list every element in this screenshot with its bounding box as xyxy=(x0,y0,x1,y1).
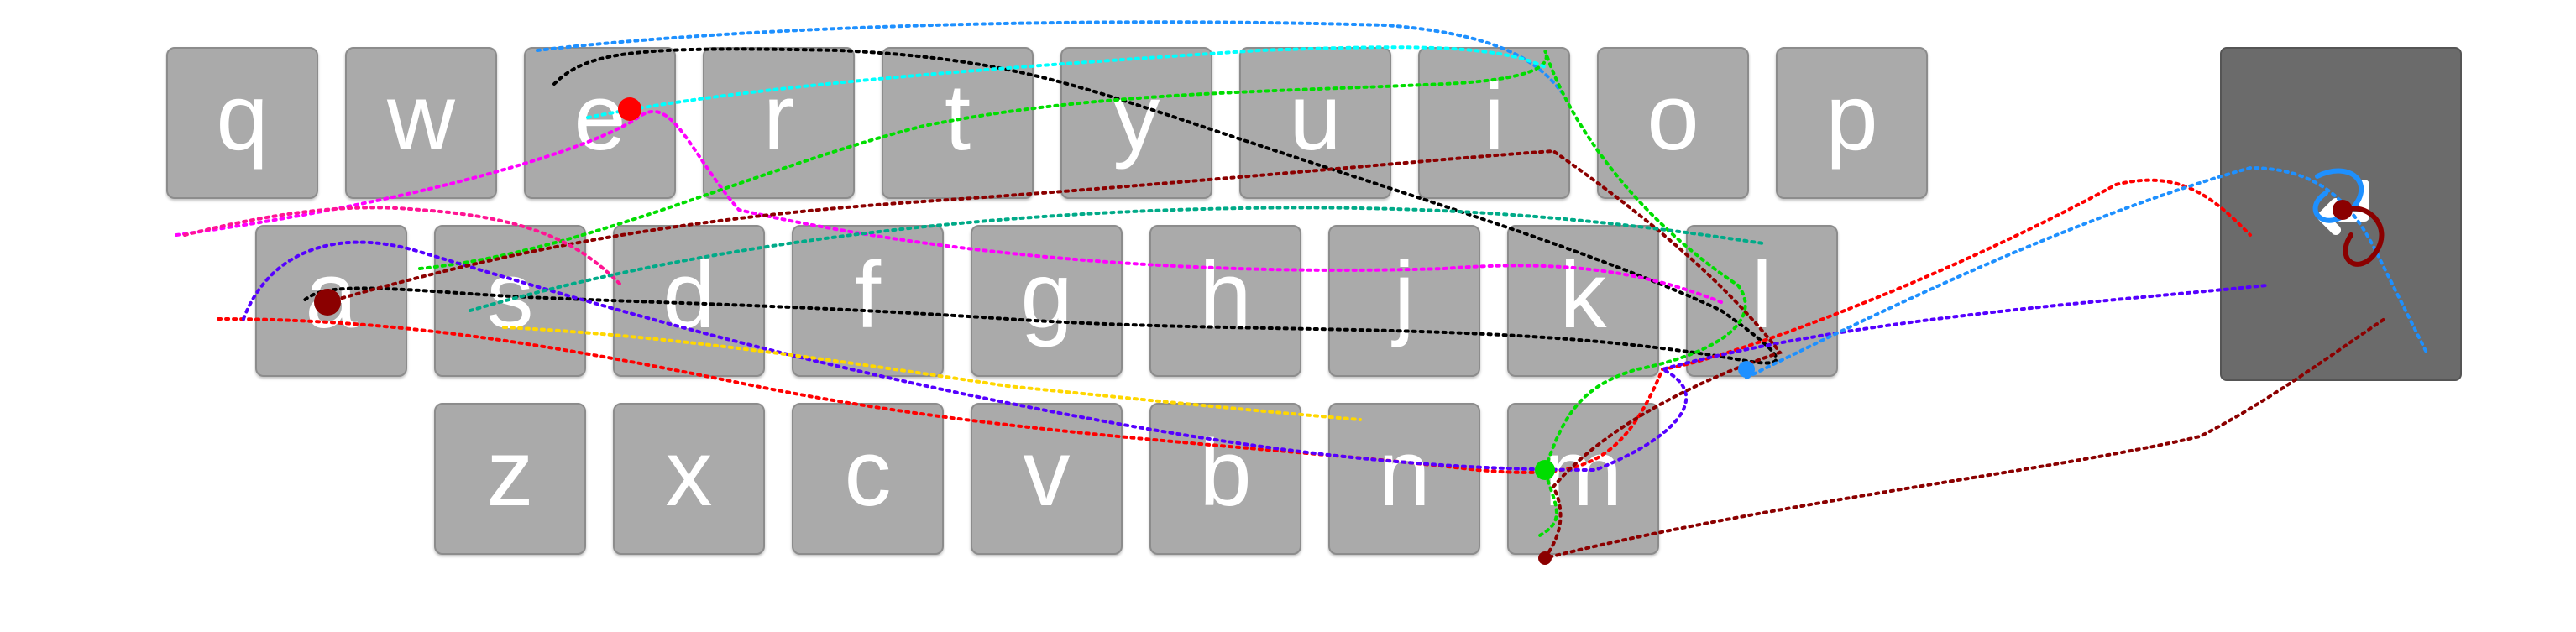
key-label: z xyxy=(486,420,534,525)
key-d[interactable]: d xyxy=(613,225,765,377)
gesture-trace xyxy=(536,20,1563,94)
key-o[interactable]: o xyxy=(1597,47,1749,199)
key-label: r xyxy=(762,64,795,170)
key-label: w xyxy=(387,64,455,170)
key-label: x xyxy=(665,420,713,525)
key-l[interactable]: l xyxy=(1686,225,1838,377)
key-c[interactable]: c xyxy=(792,403,944,555)
enter-scribble xyxy=(2340,206,2385,267)
key-label: o xyxy=(1647,64,1699,170)
key-label: i xyxy=(1484,64,1505,170)
gesture-trace xyxy=(469,206,1765,312)
gesture-trace xyxy=(183,206,623,287)
trace-node xyxy=(1738,361,1755,378)
key-g[interactable]: g xyxy=(971,225,1123,377)
gesture-trace xyxy=(301,47,1778,365)
key-label: v xyxy=(1023,420,1071,525)
key-label: k xyxy=(1559,242,1607,347)
key-v[interactable]: v xyxy=(971,403,1123,555)
key-k[interactable]: k xyxy=(1507,225,1659,377)
key-r[interactable]: r xyxy=(703,47,855,199)
key-label: f xyxy=(854,242,882,347)
gesture-trace xyxy=(586,45,1547,119)
key-p[interactable]: p xyxy=(1776,47,1928,199)
gesture-trace xyxy=(217,178,2252,474)
key-i[interactable]: i xyxy=(1418,47,1570,199)
gesture-trace xyxy=(502,326,1362,421)
key-z[interactable]: z xyxy=(434,403,586,555)
gesture-trace xyxy=(326,149,2386,561)
key-w[interactable]: w xyxy=(345,47,497,199)
gesture-trace xyxy=(1745,165,2428,379)
key-e[interactable]: e xyxy=(524,47,676,199)
key-label: p xyxy=(1825,64,1878,170)
gesture-trace xyxy=(242,240,2269,473)
gesture-trace xyxy=(418,50,1747,539)
key-label: q xyxy=(216,64,269,170)
trace-node xyxy=(1538,551,1552,565)
key-x[interactable]: x xyxy=(613,403,765,555)
trace-node xyxy=(314,289,341,316)
key-f[interactable]: f xyxy=(792,225,944,377)
key-label: j xyxy=(1394,242,1415,347)
trace-node xyxy=(1535,460,1555,480)
key-label: e xyxy=(573,64,626,170)
trace-node xyxy=(618,97,641,121)
key-label: u xyxy=(1289,64,1342,170)
key-label: c xyxy=(844,420,892,525)
key-m[interactable]: m xyxy=(1507,403,1659,555)
key-label: l xyxy=(1751,242,1772,347)
key-label: n xyxy=(1378,420,1431,525)
key-j[interactable]: j xyxy=(1328,225,1480,377)
key-n[interactable]: n xyxy=(1328,403,1480,555)
key-label: g xyxy=(1020,242,1073,347)
trace-node xyxy=(2333,200,2353,220)
key-label: y xyxy=(1113,64,1160,170)
gesture-trace xyxy=(175,110,1723,304)
key-q[interactable]: q xyxy=(166,47,318,199)
